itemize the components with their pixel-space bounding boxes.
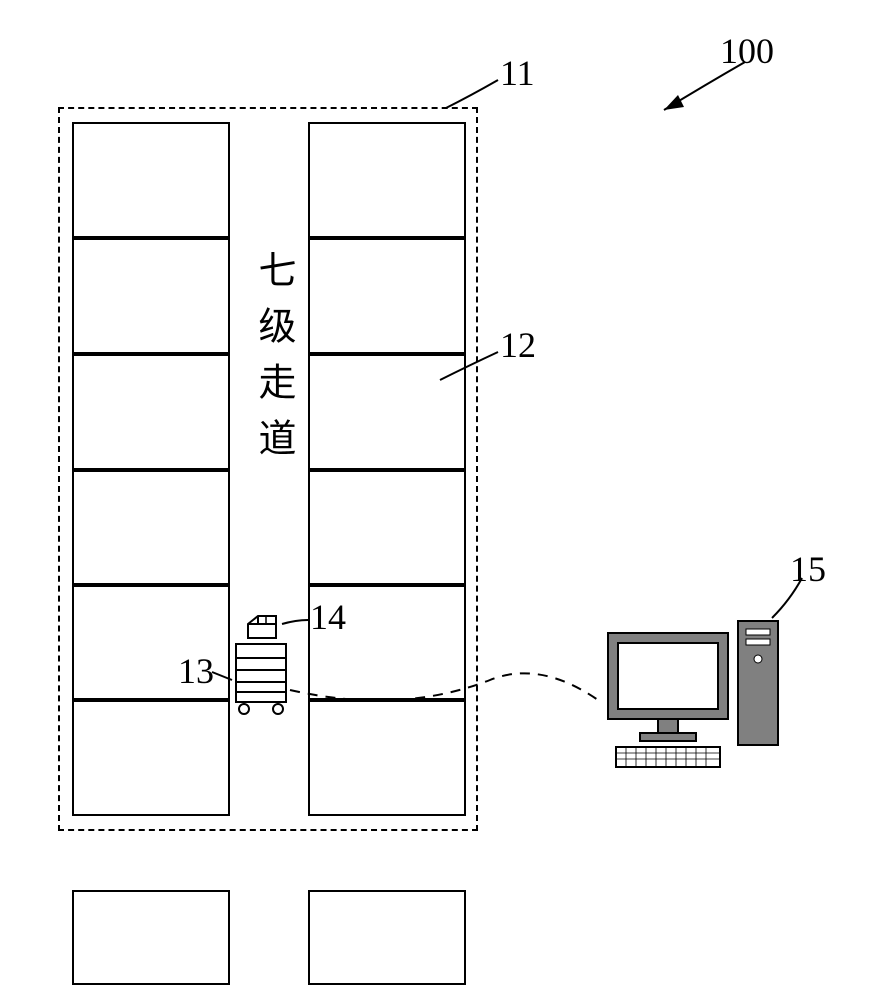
label-12: 12: [500, 324, 536, 366]
technical-diagram: 七级走道: [0, 0, 882, 1000]
label-14: 14: [310, 596, 346, 638]
label-overall: 100: [720, 30, 774, 72]
label-11: 11: [500, 52, 535, 94]
label-15: 15: [790, 548, 826, 590]
leader-lines: [0, 0, 882, 1000]
label-13: 13: [178, 650, 214, 692]
